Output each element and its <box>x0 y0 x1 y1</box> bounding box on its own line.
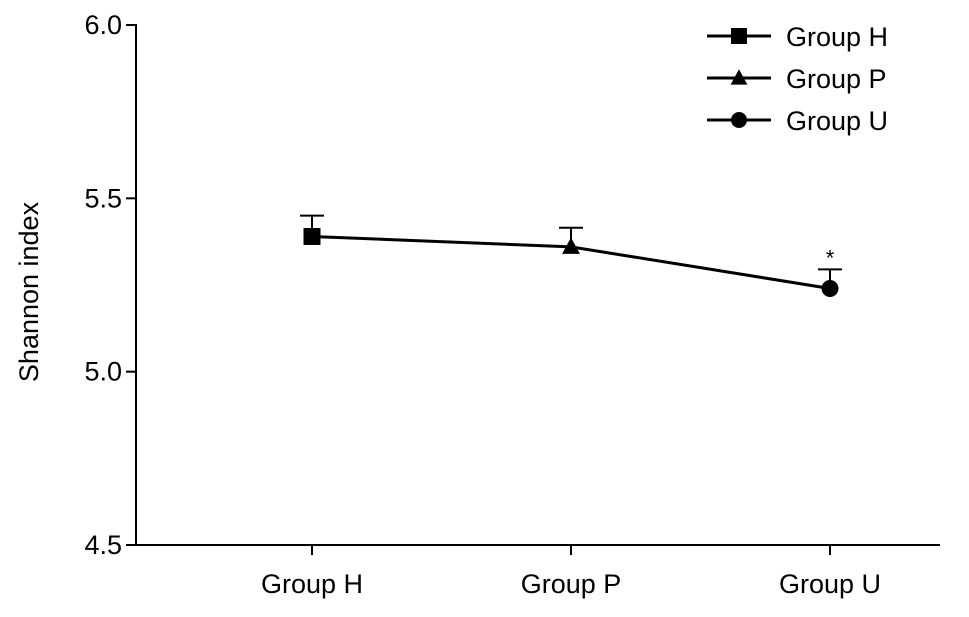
series-group: * <box>300 214 842 297</box>
x-tick-label: Group H <box>261 569 363 599</box>
data-point <box>821 279 839 297</box>
legend: Group H Group P Group U <box>707 22 888 136</box>
y-tick-label: 4.5 <box>84 530 122 560</box>
significance-annotation: * <box>826 245 835 270</box>
y-tick-label: 6.0 <box>84 10 122 40</box>
legend-marker <box>730 69 748 85</box>
legend-label: Group U <box>786 106 888 136</box>
y-tick-label: 5.0 <box>84 357 122 387</box>
legend-marker <box>731 112 747 128</box>
legend-label: Group P <box>786 64 887 94</box>
y-axis-label: Shannon index <box>14 201 44 382</box>
axes: 4.5 5.0 5.5 6.0 Group H Group P Group U <box>84 10 940 599</box>
x-tick-label: Group U <box>779 569 881 599</box>
x-tick-label: Group P <box>521 569 622 599</box>
data-point <box>562 237 580 254</box>
y-tick-label: 5.5 <box>84 183 122 213</box>
legend-label: Group H <box>786 22 888 52</box>
legend-marker <box>731 28 747 44</box>
data-point <box>303 227 321 245</box>
